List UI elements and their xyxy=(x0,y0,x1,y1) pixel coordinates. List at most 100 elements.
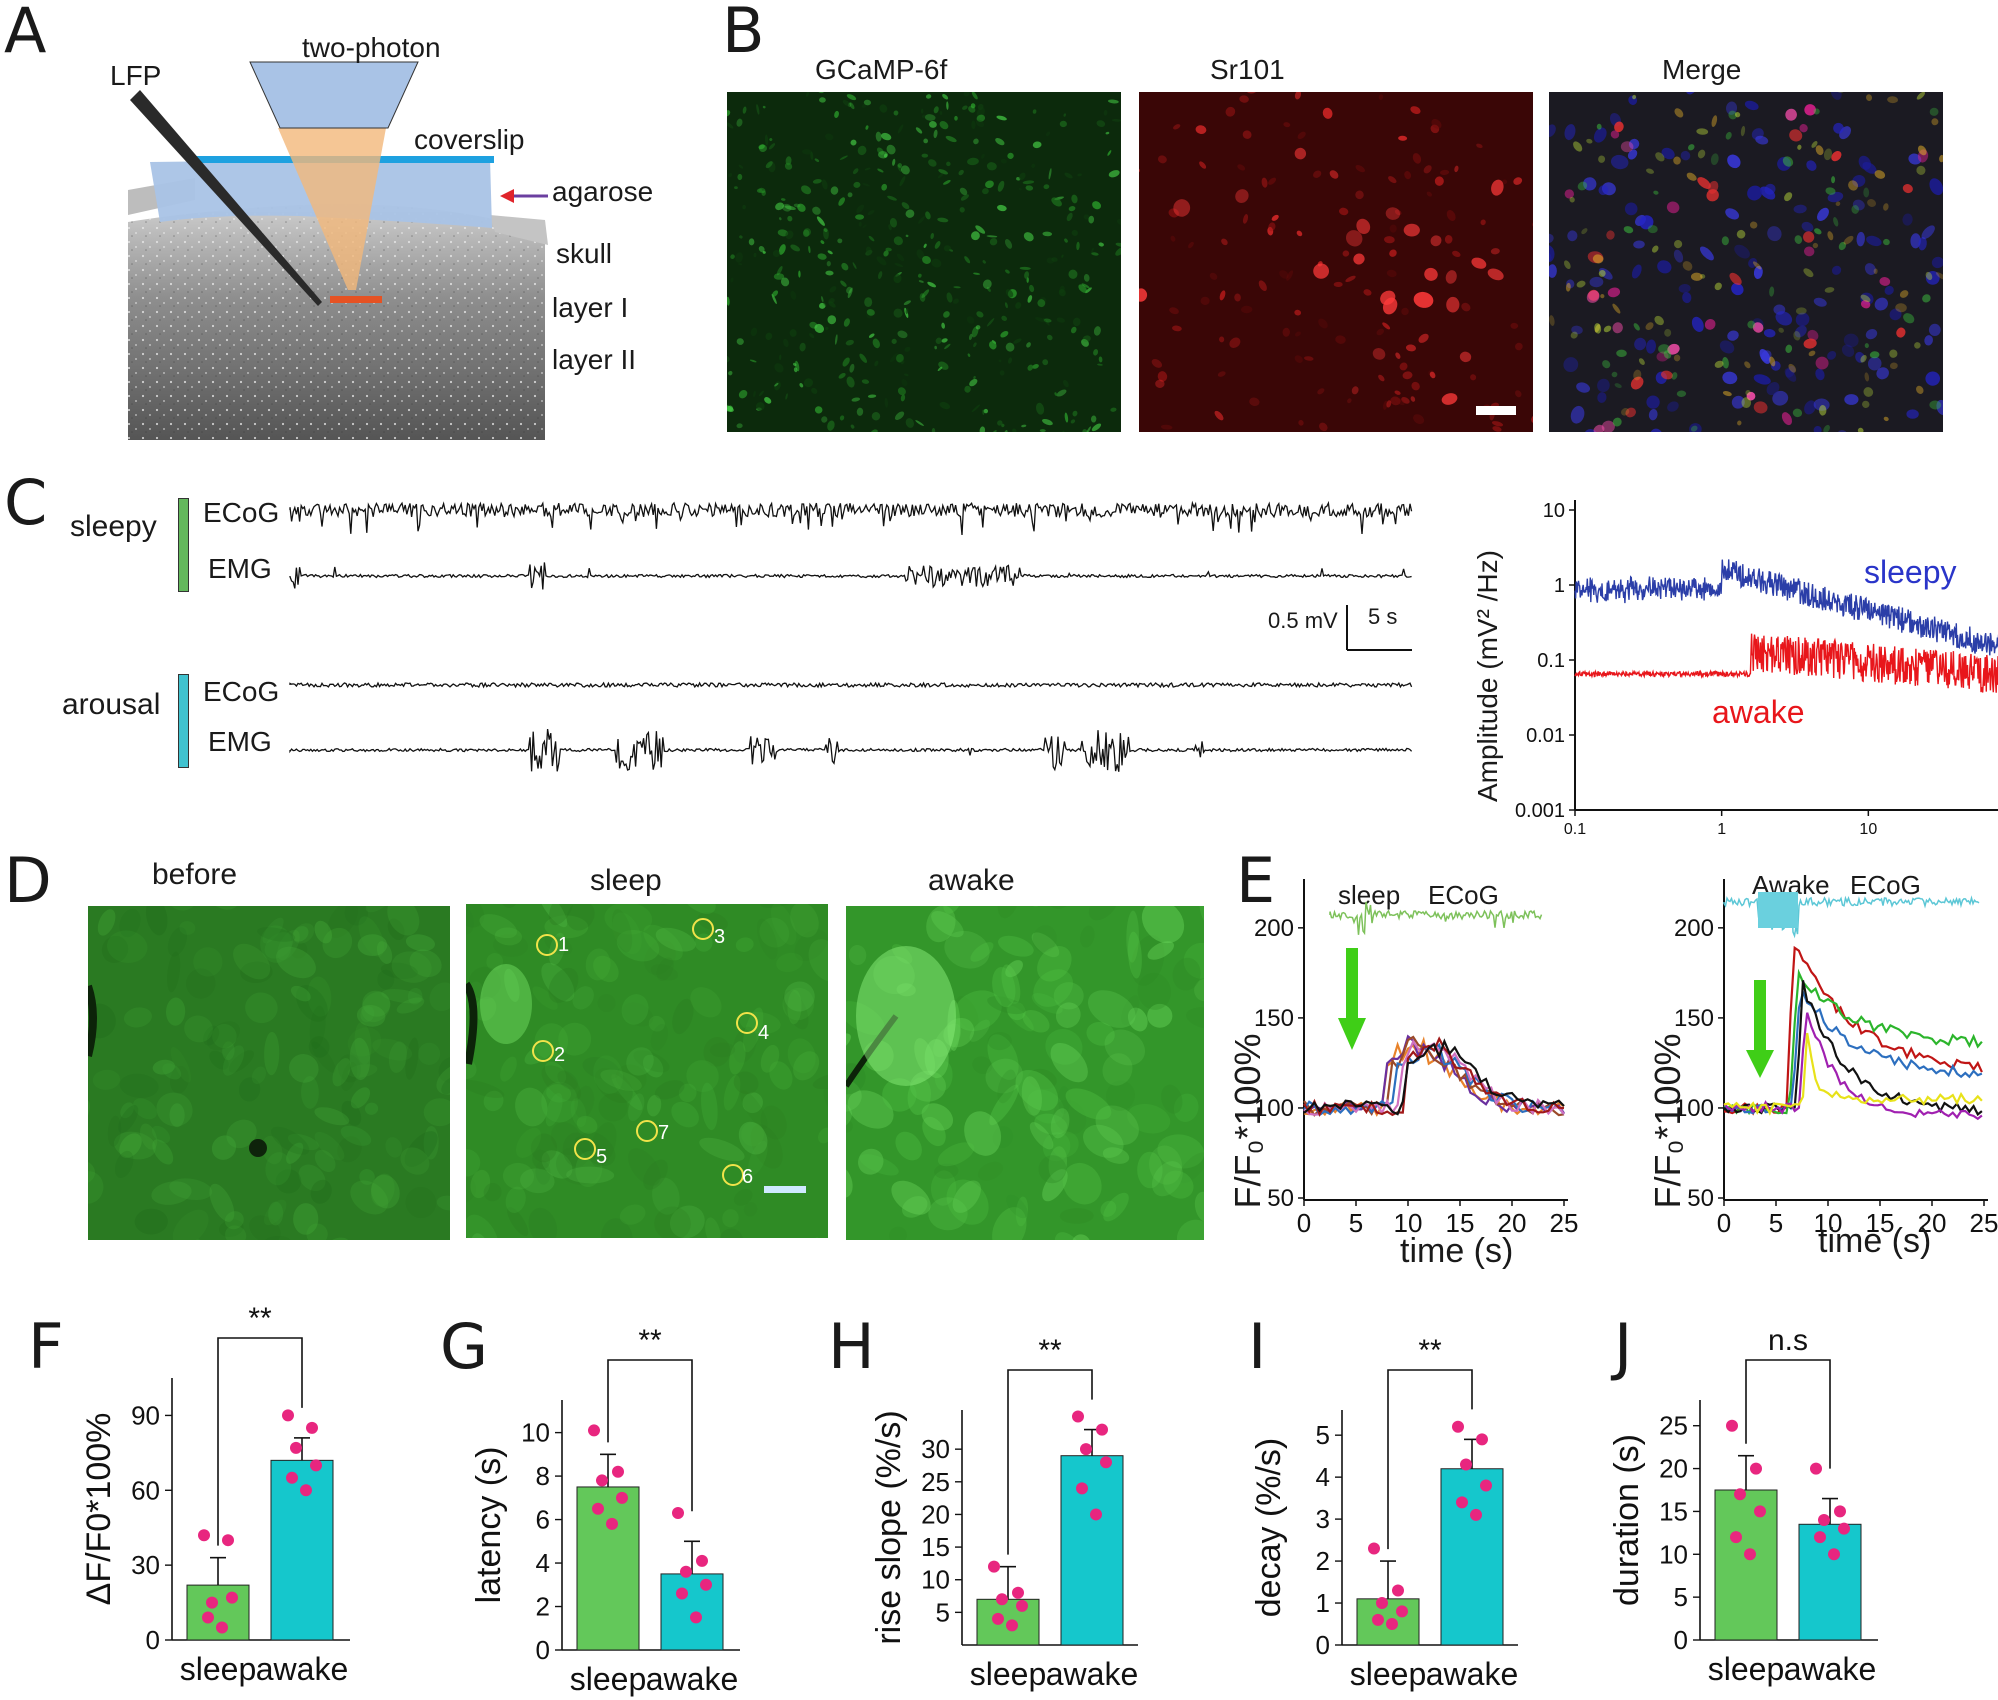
e-left-ytick-label: 200 xyxy=(1254,915,1294,942)
spectrum-sleepy-line xyxy=(1574,559,1998,656)
data-point xyxy=(690,1611,702,1624)
y-tick-label: 2 xyxy=(1316,1546,1330,1576)
data-point xyxy=(1476,1433,1488,1446)
data-point xyxy=(700,1578,712,1591)
data-point xyxy=(1744,1548,1756,1561)
panel-label-b: B xyxy=(722,0,765,67)
spectrum-ytick-label: 0.001 xyxy=(1515,800,1565,822)
significance-bracket xyxy=(217,1337,303,1546)
data-point xyxy=(606,1517,618,1530)
e-left-title-sleep: sleep xyxy=(1338,880,1401,910)
data-point xyxy=(672,1507,684,1520)
emg-sleepy-trace xyxy=(289,562,1412,590)
label-coverslip: coverslip xyxy=(414,124,525,155)
panel-label-j: J xyxy=(1614,1310,1633,1383)
e-right-xlabel: time (s) xyxy=(1818,1222,1932,1260)
data-point xyxy=(1072,1410,1084,1423)
response-trace-awake xyxy=(1723,1012,1983,1121)
data-point xyxy=(1456,1496,1468,1509)
e-right-xtick-label: 15 xyxy=(1866,1208,1895,1238)
legend-sleepy: sleepy xyxy=(1864,554,1957,590)
image-merge xyxy=(1549,92,1943,432)
x-category-label: sleep xyxy=(1350,1656,1427,1692)
y-tick-label: 5 xyxy=(1316,1420,1330,1450)
y-tick-label: 15 xyxy=(921,1532,950,1562)
y-tick-label: 15 xyxy=(1659,1496,1688,1526)
y-tick-label: 0 xyxy=(536,1635,550,1665)
data-point xyxy=(1480,1479,1492,1492)
data-point xyxy=(1838,1522,1850,1535)
data-point xyxy=(1726,1419,1738,1432)
e-left-xtick-label: 5 xyxy=(1349,1208,1363,1238)
data-point xyxy=(616,1491,628,1504)
e-right-ytick-label: 200 xyxy=(1674,915,1714,942)
e-left-xtick-label: 0 xyxy=(1297,1208,1311,1238)
bar-chart-i: 0 1 2 3 4 5 decay (%/s) sleep awake ** xyxy=(1250,1334,1518,1692)
data-point xyxy=(696,1554,708,1567)
data-point xyxy=(612,1465,624,1478)
data-point xyxy=(226,1591,238,1604)
data-point xyxy=(1076,1482,1088,1495)
data-point xyxy=(216,1621,228,1634)
y-tick-label: 2 xyxy=(536,1592,550,1622)
data-point xyxy=(206,1596,218,1609)
label-lfp: LFP xyxy=(110,60,162,91)
y-tick-label: 20 xyxy=(921,1499,950,1529)
label-sleepy: sleepy xyxy=(70,510,157,543)
roi-2 xyxy=(532,1040,554,1062)
roi-2-label: 2 xyxy=(554,1044,566,1066)
y-axis-label: latency (s) xyxy=(470,1447,508,1604)
panel-label-i: I xyxy=(1248,1310,1267,1383)
data-point xyxy=(1100,1456,1112,1469)
roi-4-label: 4 xyxy=(758,1022,770,1044)
data-point xyxy=(1754,1505,1766,1518)
title-sleep: sleep xyxy=(590,864,662,897)
data-point xyxy=(596,1474,608,1487)
scale-s: 5 s xyxy=(1368,604,1398,629)
y-tick-label: 1 xyxy=(1316,1588,1330,1618)
y-tick-label: 10 xyxy=(1659,1539,1688,1569)
data-point xyxy=(1080,1443,1092,1456)
e-left-ytick-label: 150 xyxy=(1254,1005,1294,1032)
x-category-label: awake xyxy=(256,1651,349,1687)
data-point xyxy=(286,1471,298,1484)
data-point xyxy=(996,1593,1008,1606)
skull-right xyxy=(490,215,548,245)
bar-awake xyxy=(660,1573,724,1651)
label-arousal: arousal xyxy=(62,688,161,721)
data-point xyxy=(1386,1618,1398,1631)
roi-1 xyxy=(536,934,558,956)
schematic-drawing xyxy=(128,61,548,440)
e-right-xtick-label: 25 xyxy=(1970,1208,1998,1238)
x-category-label: awake xyxy=(646,1661,739,1697)
bar-chart-j: 0 5 10 15 20 25 duration (s) sleep awake n.s xyxy=(1608,1324,1878,1687)
label-ecog-sleepy: ECoG xyxy=(203,497,280,528)
y-tick-label: 5 xyxy=(936,1597,950,1627)
roi-3-label: 3 xyxy=(714,926,726,948)
significance-label: n.s xyxy=(1768,1324,1808,1357)
data-point xyxy=(198,1529,210,1542)
e-left-xtick-label: 20 xyxy=(1498,1208,1527,1238)
spectrum-ytick-label: 10 xyxy=(1543,500,1565,522)
response-trace-sleep xyxy=(1303,1036,1565,1117)
x-category-label: awake xyxy=(1426,1656,1519,1692)
scale-bar-b xyxy=(1476,406,1516,415)
e-right-ylabel: F/F₀*100% xyxy=(1647,1033,1688,1209)
x-category-label: sleep xyxy=(1708,1651,1785,1687)
bar-sleep xyxy=(576,1486,640,1651)
data-point xyxy=(1096,1423,1108,1436)
e-left-xtick-label: 10 xyxy=(1394,1208,1423,1238)
y-tick-label: 4 xyxy=(1316,1462,1330,1492)
image-sr101 xyxy=(1139,92,1533,432)
panel-label-g: G xyxy=(440,1310,489,1383)
label-ecog-arousal: ECoG xyxy=(203,676,280,707)
panel-label-d: D xyxy=(4,844,52,917)
y-tick-label: 25 xyxy=(921,1467,950,1497)
stimulus-arrow-shaft-left xyxy=(1346,948,1358,1018)
roi-6 xyxy=(722,1164,744,1186)
sleepy-bar xyxy=(178,498,189,592)
e-right-xtick-label: 0 xyxy=(1717,1208,1731,1238)
bar-awake xyxy=(1798,1523,1862,1641)
